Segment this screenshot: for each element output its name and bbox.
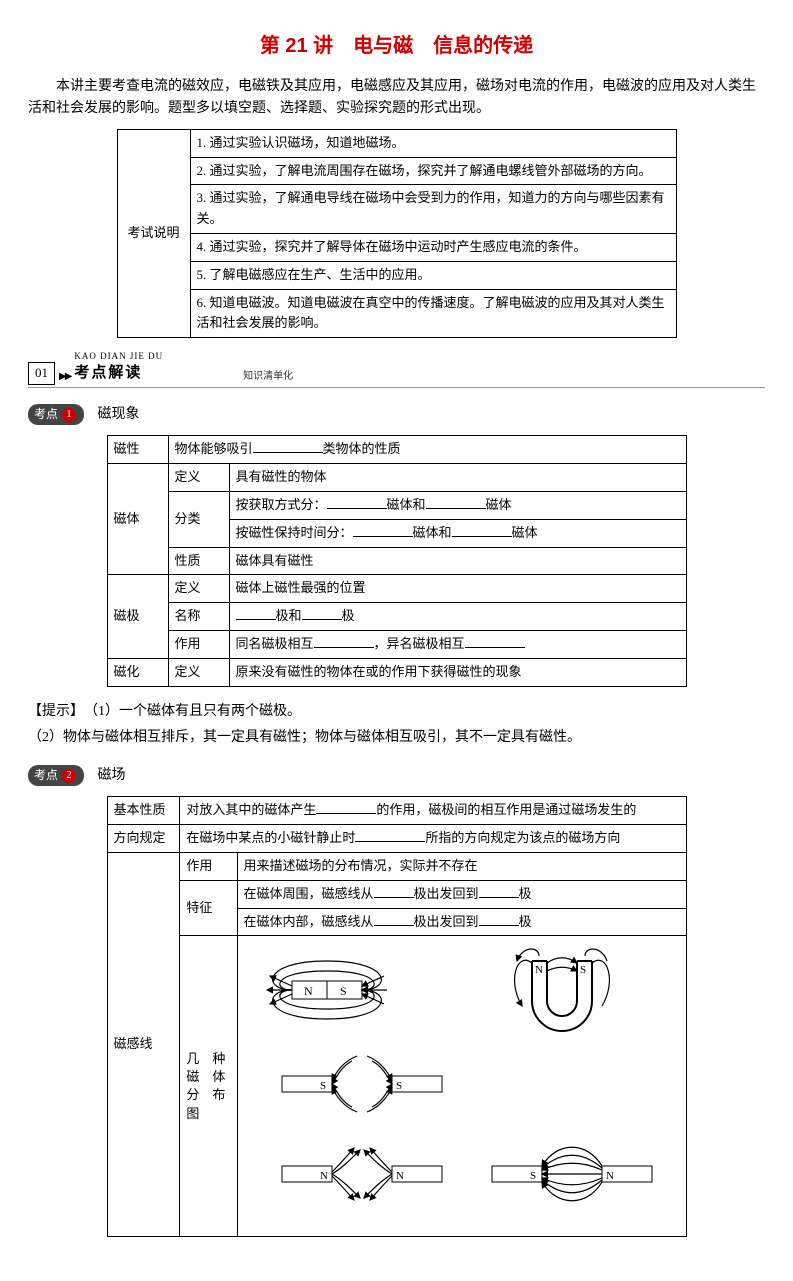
spec-item: 5. 了解电磁感应在生产、生活中的应用。 xyxy=(190,261,676,289)
cell: 几 种 磁 体 分 布 图 xyxy=(180,936,237,1237)
spec-item: 3. 通过实验，了解通电导线在磁场中会受到力的作用，知道力的方向与哪些因素有关。 xyxy=(190,185,676,234)
spec-header: 考试说明 xyxy=(117,129,190,337)
cell: 定义 xyxy=(168,464,229,492)
section-label: 考点解读 xyxy=(74,361,163,385)
cell: 磁极 xyxy=(107,575,168,658)
tip-line: （2）物体与磁体相互排斥，其一定具有磁性；物体与磁体相互吸引，其不一定具有磁性。 xyxy=(28,727,765,749)
svg-text:S: S xyxy=(320,1080,326,1092)
cell: 磁感线 xyxy=(107,853,180,1237)
spec-item: 2. 通过实验，了解电流周围存在磁场，探究并了解通电螺线管外部磁场的方向。 xyxy=(190,157,676,185)
cell: 名称 xyxy=(168,603,229,631)
kd-number: 2 xyxy=(62,769,76,783)
cell: 方向规定 xyxy=(107,825,180,853)
cell: 定义 xyxy=(168,658,229,686)
section-number: 01 xyxy=(28,362,55,385)
kd-tag: 考点 xyxy=(34,405,58,424)
cell: 磁体上磁性最强的位置 xyxy=(229,575,686,603)
svg-text:N: N xyxy=(396,1170,404,1182)
svg-text:N: N xyxy=(606,1170,614,1182)
cell: 特征 xyxy=(180,880,237,936)
spec-item: 1. 通过实验认识磁场，知道地磁场。 xyxy=(190,129,676,157)
cell: 用来描述磁场的分布情况，实际并不存在 xyxy=(237,853,686,881)
cell: 极和极 xyxy=(229,603,686,631)
cell: 基本性质 xyxy=(107,797,180,825)
cell: 作用 xyxy=(168,630,229,658)
svg-text:N: N xyxy=(304,984,313,998)
section-pinyin: KAO DIAN JIE DU xyxy=(74,352,163,361)
cell: 按磁性保持时间分：磁体和磁体 xyxy=(229,519,686,547)
kaodian-2-header: 考点 2 磁场 xyxy=(28,759,765,792)
exam-spec-table: 考试说明 1. 通过实验认识磁场，知道地磁场。 2. 通过实验，了解电流周围存在… xyxy=(117,129,677,338)
svg-text:S: S xyxy=(580,964,586,976)
cell: 具有磁性的物体 xyxy=(229,464,686,492)
cell: 原来没有磁性的物体在或的作用下获得磁性的现象 xyxy=(229,658,686,686)
cell: 性质 xyxy=(168,547,229,575)
svg-text:S: S xyxy=(340,984,347,998)
cell: 在磁场中某点的小磁针静止时所指的方向规定为该点的磁场方向 xyxy=(180,825,686,853)
cell: 磁体具有磁性 xyxy=(229,547,686,575)
kd-title: 磁场 xyxy=(98,768,126,783)
magnetic-field-diagrams: NS xyxy=(237,936,686,1237)
cell: 作用 xyxy=(180,853,237,881)
cell: 物体能够吸引类物体的性质 xyxy=(168,436,686,464)
intro-text: 本讲主要考查电流的磁效应，电磁铁及其应用，电磁感应及其应用，磁场对电流的作用，电… xyxy=(28,76,765,121)
cell: 按获取方式分：磁体和磁体 xyxy=(229,491,686,519)
cell: 对放入其中的磁体产生的作用，磁极间的相互作用是通过磁场发生的 xyxy=(180,797,686,825)
spec-item: 4. 通过实验，探究并了解导体在磁场中运动时产生感应电流的条件。 xyxy=(190,233,676,261)
cell: 分类 xyxy=(168,491,229,547)
spec-item: 6. 知道电磁波。知道电磁波在真空中的传播速度。了解电磁波的应用及其对人类生活和… xyxy=(190,289,676,338)
kd-title: 磁现象 xyxy=(98,407,140,422)
kd-tag: 考点 xyxy=(34,766,58,785)
kd-number: 1 xyxy=(62,408,76,422)
svg-text:N: N xyxy=(535,964,543,976)
cell: 同名磁极相互，异名磁极相互 xyxy=(229,630,686,658)
cell: 磁体 xyxy=(107,464,168,575)
page-title: 第 21 讲 电与磁 信息的传递 xyxy=(28,30,765,62)
svg-text:S: S xyxy=(530,1170,536,1182)
cell: 磁性 xyxy=(107,436,168,464)
cell: 磁化 xyxy=(107,658,168,686)
arrow-icon: ▶▶ xyxy=(59,369,70,385)
kaodian-1-header: 考点 1 磁现象 xyxy=(28,398,765,431)
section-header: 01 ▶▶ KAO DIAN JIE DU 考点解读 知识清单化 xyxy=(28,352,765,388)
cell: 定义 xyxy=(168,575,229,603)
table-magnetic-field: 基本性质 对放入其中的磁体产生的作用，磁极间的相互作用是通过磁场发生的 方向规定… xyxy=(107,796,687,1237)
section-subtitle: 知识清单化 xyxy=(243,369,293,385)
table-magnetic-phenomena: 磁性 物体能够吸引类物体的性质 磁体 定义 具有磁性的物体 分类 按获取方式分：… xyxy=(107,435,687,686)
cell: 在磁体内部，磁感线从极出发回到极 xyxy=(237,908,686,936)
svg-text:N: N xyxy=(320,1170,328,1182)
cell: 在磁体周围，磁感线从极出发回到极 xyxy=(237,880,686,908)
tip-line: 【提示】 （1）一个磁体有且只有两个磁极。 xyxy=(28,701,765,723)
svg-text:S: S xyxy=(396,1080,402,1092)
